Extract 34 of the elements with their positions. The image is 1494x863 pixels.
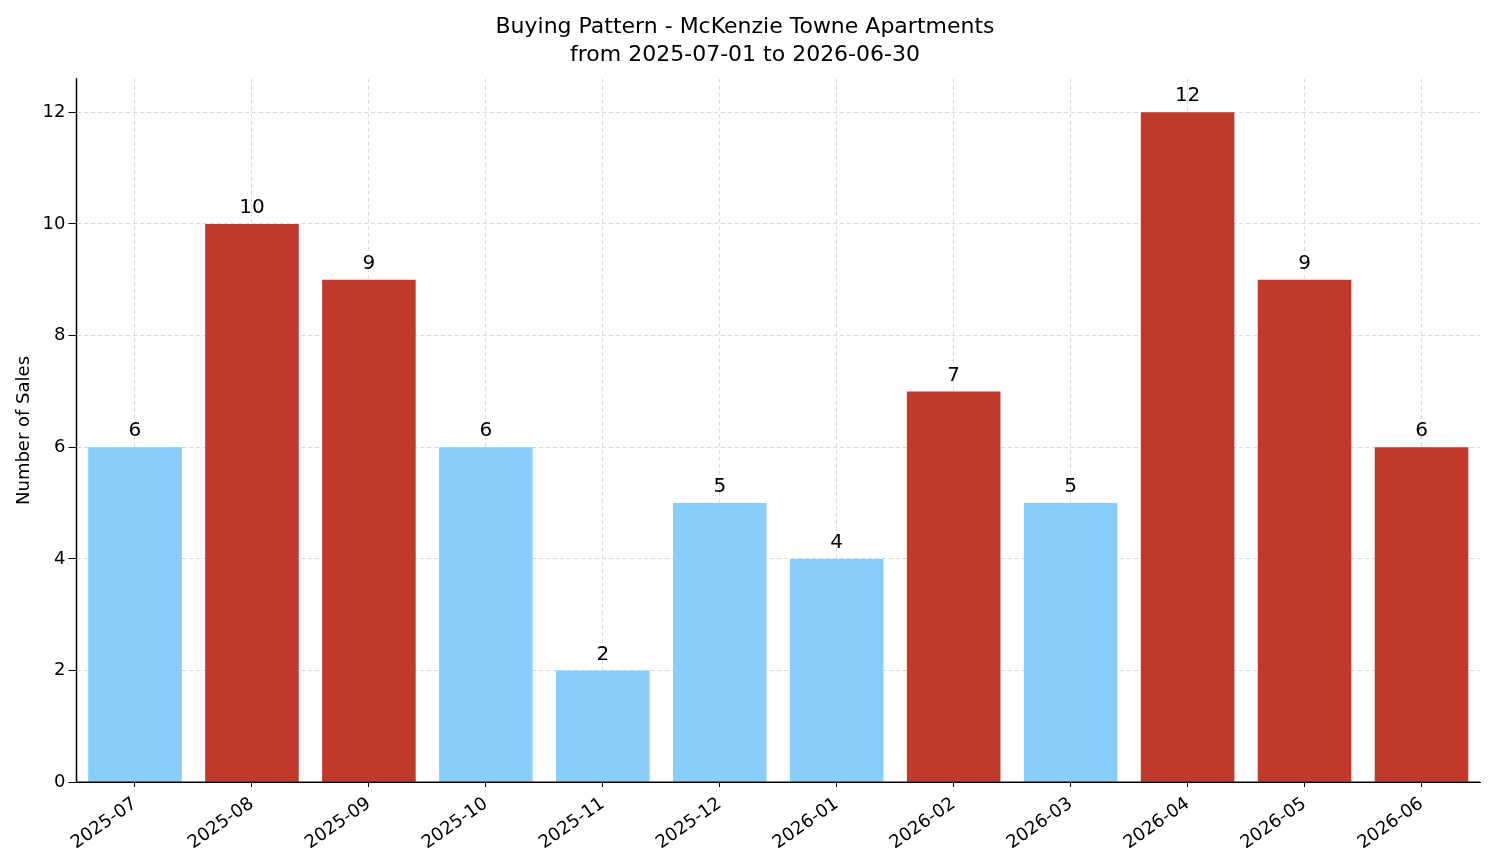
data-label: 7 bbox=[947, 361, 961, 386]
bar bbox=[1257, 279, 1352, 782]
data-label: 5 bbox=[713, 473, 727, 498]
data-label: 2 bbox=[596, 640, 610, 665]
bar bbox=[1023, 503, 1118, 782]
data-label: 9 bbox=[1298, 249, 1311, 274]
y-tick-label: 10 bbox=[42, 211, 66, 233]
y-tick-label: 12 bbox=[42, 99, 66, 121]
chart-subtitle: from 2025-07-01 to 2026-06-30 bbox=[570, 41, 920, 67]
data-label: 9 bbox=[362, 249, 376, 274]
y-tick-label: 8 bbox=[54, 323, 66, 345]
bar bbox=[556, 670, 650, 782]
bar bbox=[1140, 112, 1235, 782]
bar bbox=[789, 558, 884, 782]
data-label: 6 bbox=[479, 417, 493, 442]
y-tick-label: 2 bbox=[54, 658, 66, 680]
bar bbox=[88, 447, 182, 782]
data-label: 6 bbox=[1415, 417, 1428, 442]
y-axis-title: Number of Sales bbox=[12, 355, 34, 505]
bar bbox=[439, 447, 533, 782]
data-label: 10 bbox=[239, 194, 265, 219]
y-tick-label: 4 bbox=[54, 546, 66, 568]
bar bbox=[906, 391, 1001, 782]
data-label: 4 bbox=[830, 529, 844, 554]
bar bbox=[1374, 447, 1469, 782]
bar bbox=[672, 503, 767, 782]
chart-title: Buying Pattern - McKenzie Towne Apartments bbox=[495, 12, 995, 38]
bar bbox=[322, 279, 416, 782]
y-tick-label: 0 bbox=[54, 769, 66, 791]
data-label: 6 bbox=[128, 417, 142, 442]
data-label: 5 bbox=[1064, 473, 1078, 498]
data-label: 12 bbox=[1174, 82, 1201, 107]
y-tick-label: 6 bbox=[54, 434, 66, 456]
bar bbox=[205, 223, 299, 782]
